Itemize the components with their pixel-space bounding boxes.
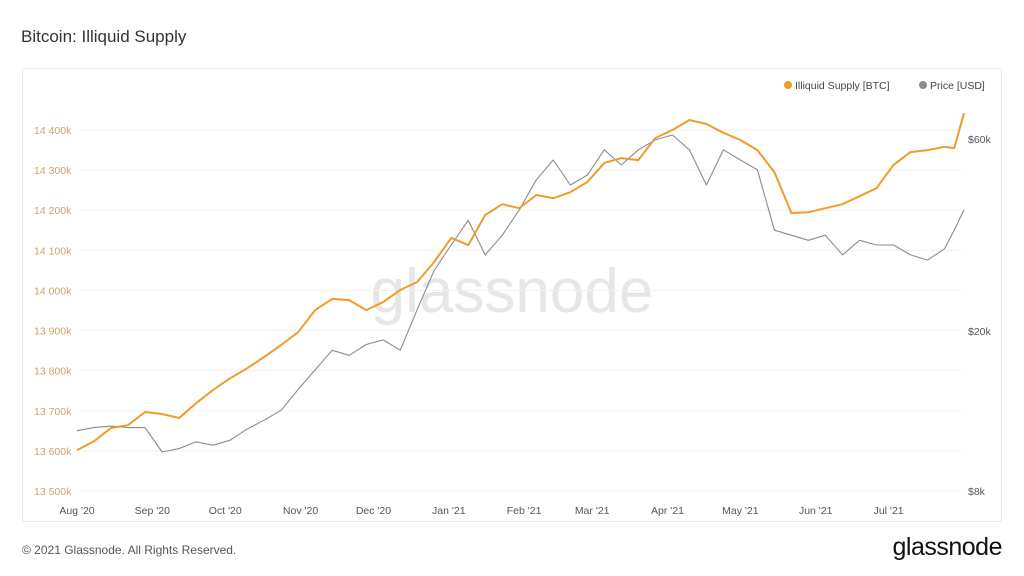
watermark: glassnode xyxy=(371,257,654,326)
x-tick-label: Dec '20 xyxy=(356,505,391,517)
x-tick-label: Jul '21 xyxy=(874,505,904,517)
y-axis-right: $8k $20k $60k xyxy=(968,134,992,498)
y-left-tick-label: 14 200k xyxy=(34,205,72,217)
y-right-tick-label: $8k xyxy=(968,486,986,498)
illiquid-supply-line xyxy=(76,112,965,451)
copyright: © 2021 Glassnode. All Rights Reserved. xyxy=(22,543,237,557)
series-lines xyxy=(76,112,965,453)
x-tick-label: Aug '20 xyxy=(59,505,94,517)
glassnode-logo: glassnode xyxy=(892,533,1003,561)
y-left-tick-label: 13 900k xyxy=(34,326,72,338)
y-axis-left: 13 500k 13 600k 13 700k 13 800k 13 900k 14 00… xyxy=(34,125,72,498)
y-left-tick-label: 13 500k xyxy=(34,486,72,498)
page-title: Bitcoin: Illiquid Supply xyxy=(21,27,187,46)
x-tick-label: May '21 xyxy=(722,505,759,517)
chart-card xyxy=(22,68,1002,522)
y-left-tick-label: 14 400k xyxy=(34,125,72,137)
price-line xyxy=(76,134,965,453)
legend-illiquid-dot xyxy=(784,81,792,89)
x-tick-label: Nov '20 xyxy=(283,505,318,517)
y-left-tick-label: 13 800k xyxy=(34,366,72,378)
legend-price-dot xyxy=(919,81,927,89)
legend: Illiquid Supply [BTC] Price [USD] xyxy=(784,80,985,92)
y-right-tick-label: $20k xyxy=(968,326,992,338)
grid xyxy=(80,129,962,492)
y-left-tick-label: 14 000k xyxy=(34,285,72,297)
y-left-tick-label: 13 600k xyxy=(34,446,72,458)
x-tick-label: Jan '21 xyxy=(432,505,466,517)
y-left-tick-label: 14 300k xyxy=(34,165,72,177)
legend-price-label[interactable]: Price [USD] xyxy=(930,80,985,92)
y-left-tick-label: 14 100k xyxy=(34,245,72,257)
legend-illiquid-label[interactable]: Illiquid Supply [BTC] xyxy=(795,80,890,92)
y-right-tick-label: $60k xyxy=(968,134,992,146)
x-tick-label: Apr '21 xyxy=(651,505,684,517)
x-tick-label: Jun '21 xyxy=(799,505,833,517)
x-tick-label: Feb '21 xyxy=(507,505,542,517)
x-tick-label: Sep '20 xyxy=(135,505,170,517)
x-axis: Aug '20 Sep '20 Oct '20 Nov '20 Dec '20 Jan '… xyxy=(59,505,903,517)
x-tick-label: Oct '20 xyxy=(209,505,242,517)
y-left-tick-label: 13 700k xyxy=(34,406,72,418)
x-tick-label: Mar '21 xyxy=(575,505,610,517)
